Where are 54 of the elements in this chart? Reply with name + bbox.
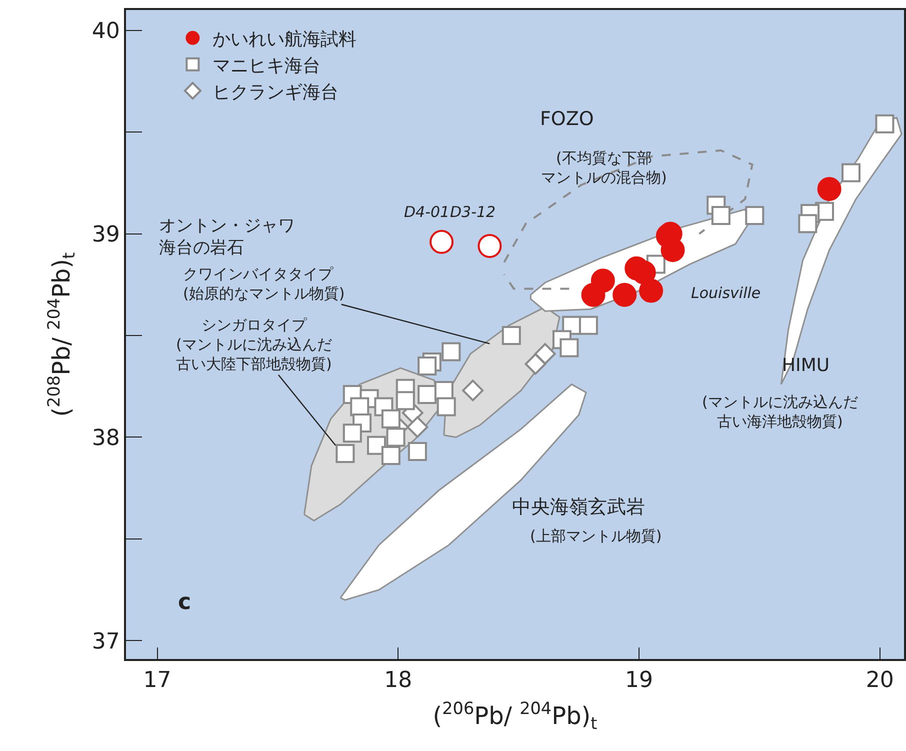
annotation: クワインバイタタイプ(始原的なマントル物質): [183, 265, 345, 302]
point: [381, 446, 400, 466]
point: [418, 385, 437, 404]
annotation: Louisville: [691, 284, 761, 302]
point: [342, 424, 362, 443]
point: [875, 114, 894, 134]
annotation: D3-12: [450, 203, 496, 221]
annotation: シンガロタイプ(マントルに沈み込んだ古い大陸下部地殻物質): [176, 316, 332, 373]
point: [581, 282, 606, 307]
x-tick-label: 20: [866, 668, 894, 694]
point: [842, 163, 861, 182]
point: [406, 416, 428, 438]
y-tick-label: 37: [92, 629, 120, 654]
y-tick-label: 39: [92, 222, 120, 248]
point: [578, 316, 598, 335]
point: [408, 442, 427, 461]
annotation: FOZO: [540, 108, 594, 130]
point: [612, 282, 637, 307]
point: [386, 428, 406, 447]
x-tick-label: 19: [625, 668, 654, 694]
x-tick-label: 18: [384, 668, 412, 694]
x-tick-label: 17: [143, 668, 172, 694]
x-axis-title: ($^{206}$Pb/ $^{204}$Pb)$_{t}$: [432, 698, 598, 733]
annotation: HIMU: [782, 355, 830, 376]
point: [534, 343, 556, 365]
point: [711, 206, 730, 225]
annotation: 中央海嶺玄武岩: [512, 496, 645, 518]
annotation: オントン・ジャワ海台の岩石: [159, 216, 295, 258]
annotation: (不均質な下部マントルの混合物): [541, 149, 667, 186]
point: [462, 380, 484, 402]
point: [502, 326, 521, 346]
point: [798, 214, 818, 234]
point: [560, 338, 579, 358]
point: [367, 436, 386, 455]
point: [817, 177, 842, 202]
point: [745, 206, 764, 225]
point: [350, 397, 370, 416]
y-tick-label: 40: [92, 19, 120, 44]
point: [436, 397, 456, 416]
legend-label: ヒクランギ海台: [212, 82, 339, 103]
point: [639, 278, 664, 303]
point: [524, 353, 546, 375]
annotation: (上部マントル物質): [530, 527, 662, 545]
point: [381, 409, 400, 428]
point: [336, 444, 355, 464]
legend-label: かいれい航海試料: [212, 28, 357, 50]
annotation: D4-01: [404, 203, 450, 221]
point: [396, 391, 415, 410]
point: [442, 342, 461, 362]
legend-label: マニヒキ海台: [212, 55, 321, 76]
annotation: (マントルに沈み込んだ古い海洋地殻物質): [702, 393, 858, 430]
point: [418, 356, 437, 376]
annotation: c: [178, 590, 192, 615]
y-tick-label: 38: [92, 426, 120, 451]
